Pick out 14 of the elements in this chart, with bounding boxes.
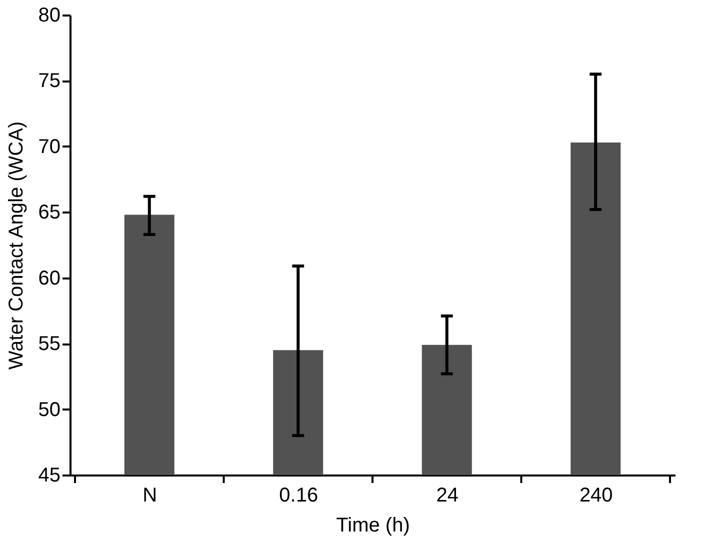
y-tick-label: 80 — [38, 4, 60, 26]
x-tick-label: 0.16 — [279, 484, 318, 506]
y-tick-label: 50 — [38, 398, 60, 421]
x-tick-label: 240 — [579, 484, 613, 506]
y-tick-label: 70 — [38, 136, 60, 158]
y-tick-label: 45 — [38, 464, 60, 486]
y-tick-label: 60 — [38, 267, 60, 290]
y-axis-title: Water Contact Angle (WCA) — [5, 121, 28, 370]
x-tick-label: N — [142, 484, 158, 506]
y-tick-label: 55 — [38, 333, 60, 356]
x-tick-label: 24 — [436, 484, 458, 506]
y-tick-label: 65 — [38, 202, 60, 224]
y-tick-label: 75 — [38, 70, 60, 92]
x-axis-title: Time (h) — [336, 514, 410, 536]
